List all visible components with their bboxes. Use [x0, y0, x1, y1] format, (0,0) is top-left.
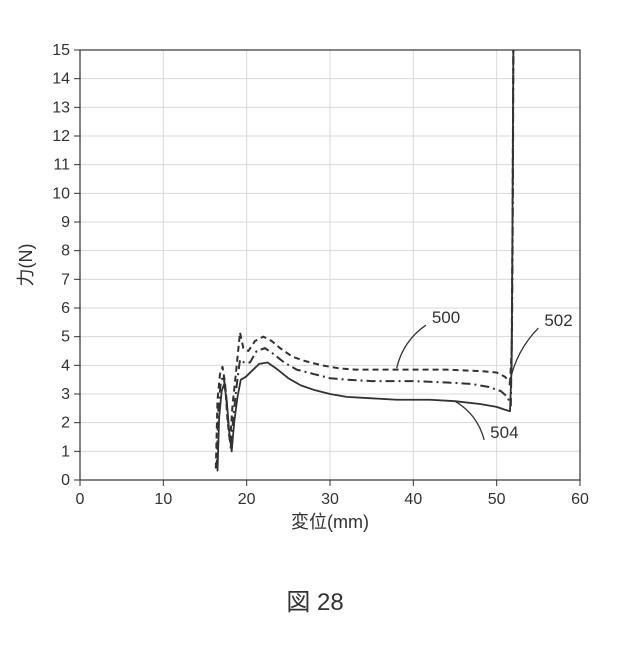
force-displacement-chart: 01020304050600123456789101112131415変位(mm… — [0, 0, 630, 654]
callout-label-502: 502 — [544, 311, 572, 330]
callout-label-500: 500 — [432, 308, 460, 327]
y-tick-label: 4 — [61, 357, 70, 374]
y-tick-label: 8 — [61, 243, 70, 260]
x-tick-label: 60 — [571, 491, 589, 508]
y-tick-label: 15 — [52, 42, 70, 59]
x-tick-label: 30 — [321, 491, 339, 508]
y-tick-label: 13 — [52, 99, 70, 116]
y-tick-label: 0 — [61, 472, 70, 489]
x-tick-label: 50 — [488, 491, 506, 508]
callout-leader-500 — [397, 325, 426, 368]
y-tick-label: 14 — [52, 71, 70, 88]
y-tick-label: 1 — [61, 443, 70, 460]
x-tick-label: 20 — [238, 491, 256, 508]
callout-label-504: 504 — [490, 423, 518, 442]
chart-container: { "figure_caption": "図 28", "chart": { "… — [0, 0, 630, 654]
x-tick-label: 40 — [404, 491, 422, 508]
x-axis-label: 変位(mm) — [291, 512, 369, 532]
y-tick-label: 5 — [61, 329, 70, 346]
y-tick-label: 6 — [61, 300, 70, 317]
y-axis-label: 力(N) — [16, 244, 36, 287]
y-tick-label: 12 — [52, 128, 70, 145]
y-tick-label: 7 — [61, 271, 70, 288]
y-tick-label: 11 — [53, 157, 70, 174]
x-tick-label: 0 — [76, 491, 85, 508]
figure-caption: 図 28 — [286, 589, 343, 616]
y-tick-label: 2 — [61, 415, 70, 432]
series-500 — [216, 50, 514, 469]
y-tick-label: 9 — [61, 214, 70, 231]
x-tick-label: 10 — [154, 491, 172, 508]
callout-leader-504 — [455, 401, 484, 440]
y-tick-label: 3 — [61, 386, 70, 403]
series-502 — [217, 50, 514, 469]
series-504 — [218, 50, 514, 471]
y-tick-label: 10 — [52, 185, 70, 202]
